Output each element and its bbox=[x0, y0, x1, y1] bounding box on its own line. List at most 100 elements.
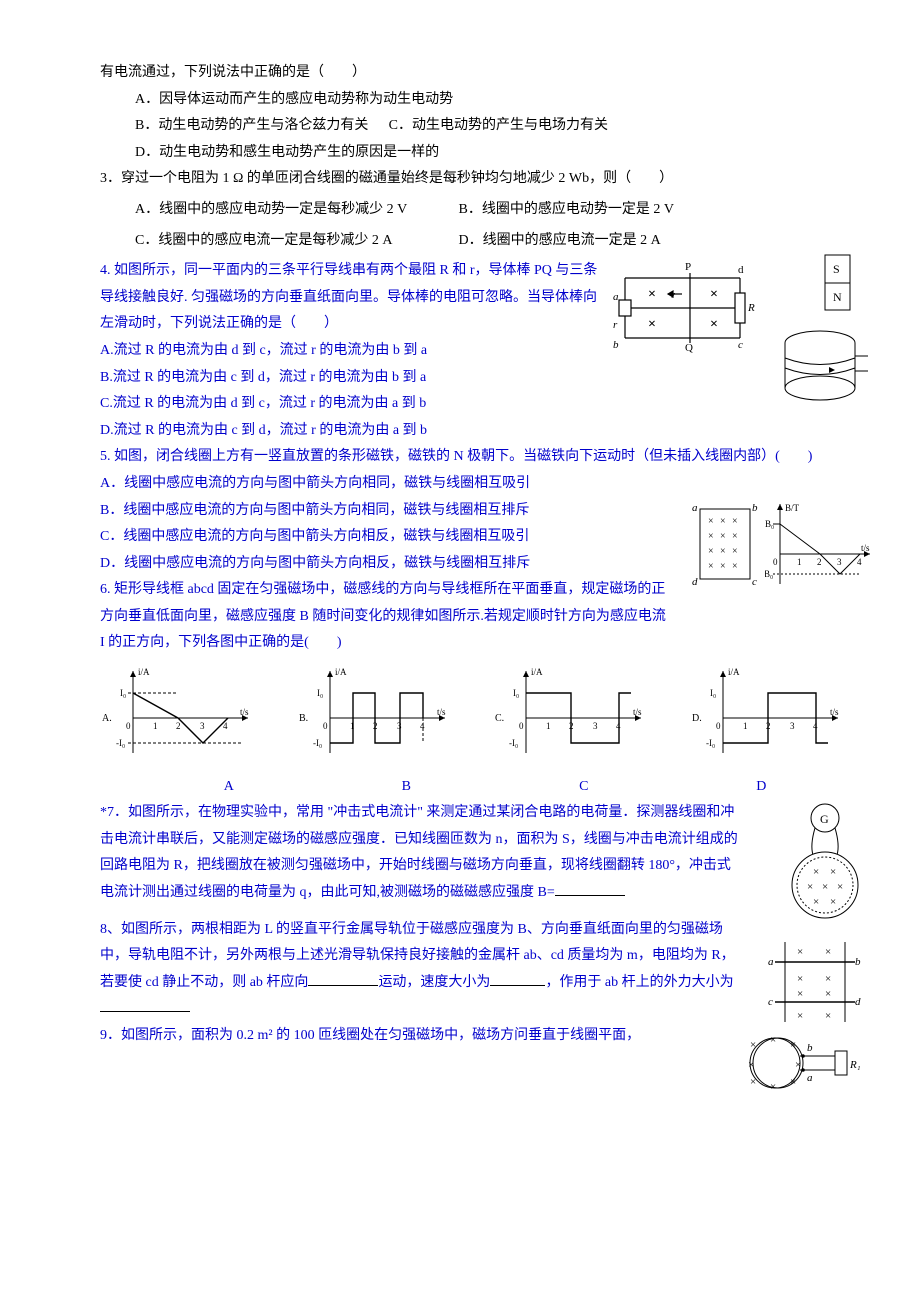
q8-blank-2[interactable] bbox=[490, 971, 545, 986]
svg-text:B₀: B₀ bbox=[765, 519, 774, 529]
q3-opt-a: A．线圈中的感应电动势一定是每秒减少 2 V bbox=[135, 197, 455, 224]
svg-text:×: × bbox=[830, 866, 836, 878]
q7-stem: *7．如图所示，在物理实验中，常用 "冲击式电流计" 来测定通过某闭合电路的电荷… bbox=[100, 800, 740, 906]
svg-text:×: × bbox=[825, 973, 831, 985]
q6-graph-b: B. i/A I₀ -I₀ 0 1 2 3 bbox=[297, 663, 457, 774]
q5-stem: 5. 如图，闭合线圈上方有一竖直放置的条形磁铁，磁铁的 N 极朝下。当磁铁向下运… bbox=[100, 444, 850, 471]
q6-stem: 6. 矩形导线框 abcd 固定在匀强磁场中，磁感线的方向与导线框所在平面垂直，… bbox=[100, 577, 670, 657]
svg-text:c: c bbox=[738, 339, 743, 351]
svg-text:×: × bbox=[708, 546, 714, 557]
q4-circuit-figure: P d a r b Q c R v ×× ×× bbox=[610, 258, 760, 353]
svg-text:0: 0 bbox=[519, 721, 524, 731]
qpre-opt-bc: B．动生电动势的产生与洛仑兹力有关 C．动生电动势的产生与电场力有关 bbox=[100, 113, 850, 140]
q3-opt-d: D．线圈中的感应电流一定是 2 A bbox=[459, 233, 661, 248]
svg-text:0: 0 bbox=[716, 721, 721, 731]
q8-blank-3[interactable] bbox=[100, 997, 190, 1012]
svg-text:c: c bbox=[768, 996, 773, 1008]
svg-text:×: × bbox=[732, 561, 738, 572]
qpre-stem: 有电流通过，下列说法中正确的是（ ） bbox=[100, 60, 850, 87]
q6-label-b: B bbox=[328, 774, 484, 801]
q6-label-a: A bbox=[151, 774, 307, 801]
svg-text:×: × bbox=[813, 896, 819, 908]
svg-text:Q: Q bbox=[685, 342, 693, 353]
svg-text:3: 3 bbox=[200, 721, 205, 731]
svg-text:×: × bbox=[748, 1059, 754, 1071]
svg-text:a: a bbox=[692, 502, 698, 514]
svg-text:C.: C. bbox=[495, 713, 504, 724]
svg-text:1: 1 bbox=[743, 721, 748, 731]
q8-stem: 8、如图所示，两根相距为 L 的竖直平行金属导轨位于磁感应强度为 B、方向垂直纸… bbox=[100, 917, 740, 1023]
svg-text:×: × bbox=[837, 881, 843, 893]
svg-text:4: 4 bbox=[857, 557, 862, 567]
svg-text:×: × bbox=[720, 561, 726, 572]
q7-blank[interactable] bbox=[555, 881, 625, 896]
svg-text:t/s: t/s bbox=[830, 707, 839, 717]
svg-text:2: 2 bbox=[373, 721, 378, 731]
q5-opt-a: A．线圈中感应电流的方向与图中箭头方向相同，磁铁与线圈相互吸引 bbox=[100, 471, 670, 498]
svg-text:N: N bbox=[833, 290, 842, 304]
svg-text:×: × bbox=[732, 546, 738, 557]
svg-text:3: 3 bbox=[397, 721, 402, 731]
q5-opt-d: D．线圈中感应电流的方向与图中箭头方向相反，磁铁与线圈相互排斥 bbox=[100, 551, 670, 578]
svg-text:b: b bbox=[613, 339, 619, 351]
svg-text:×: × bbox=[720, 516, 726, 527]
svg-text:×: × bbox=[797, 988, 803, 1000]
svg-text:-I₀: -I₀ bbox=[706, 738, 715, 748]
svg-text:b: b bbox=[752, 502, 758, 514]
svg-text:×: × bbox=[750, 1076, 756, 1088]
svg-text:×: × bbox=[708, 516, 714, 527]
svg-text:I₀: I₀ bbox=[120, 688, 126, 698]
q6-graph-a: A. i/A I₀ -I₀ 0 1 2 3 4 t/s bbox=[100, 663, 260, 774]
qpre-opt-c: C．动生电动势的产生与电场力有关 bbox=[389, 113, 608, 140]
svg-text:×: × bbox=[825, 988, 831, 1000]
q3-opt-c: C．线圈中的感应电流一定是每秒减少 2 A bbox=[135, 228, 455, 255]
svg-text:0: 0 bbox=[773, 557, 778, 567]
svg-text:×: × bbox=[732, 516, 738, 527]
svg-text:-B₀: -B₀ bbox=[765, 569, 773, 579]
q9-figure: ××× ×× ××× b a R₁ bbox=[740, 1023, 870, 1103]
svg-text:R: R bbox=[747, 302, 755, 314]
svg-text:2: 2 bbox=[817, 557, 822, 567]
q4-opt-b: B.流过 R 的电流为由 c 到 d，流过 r 的电流为由 b 到 a bbox=[100, 365, 850, 392]
svg-text:I₀: I₀ bbox=[513, 688, 519, 698]
svg-text:×: × bbox=[708, 561, 714, 572]
svg-text:3: 3 bbox=[593, 721, 598, 731]
svg-text:2: 2 bbox=[176, 721, 181, 731]
svg-text:i/A: i/A bbox=[138, 667, 150, 677]
svg-text:4: 4 bbox=[420, 721, 425, 731]
svg-text:3: 3 bbox=[790, 721, 795, 731]
svg-text:D.: D. bbox=[692, 713, 702, 724]
svg-text:R₁: R₁ bbox=[849, 1059, 861, 1071]
svg-text:×: × bbox=[797, 1010, 803, 1022]
svg-text:4: 4 bbox=[223, 721, 228, 731]
svg-text:i/A: i/A bbox=[531, 667, 543, 677]
svg-text:c: c bbox=[752, 576, 757, 588]
svg-text:×: × bbox=[750, 1039, 756, 1051]
q3-row1: A．线圈中的感应电动势一定是每秒减少 2 V B．线圈中的感应电动势一定是 2 … bbox=[100, 197, 850, 224]
svg-text:×: × bbox=[830, 896, 836, 908]
svg-text:i/A: i/A bbox=[335, 667, 347, 677]
svg-text:I₀: I₀ bbox=[317, 688, 323, 698]
svg-text:×: × bbox=[770, 1081, 776, 1093]
svg-text:t/s: t/s bbox=[633, 707, 642, 717]
svg-text:×: × bbox=[648, 317, 656, 332]
q6-graph-c: C. i/A I₀ -I₀ 0 1 2 3 4 bbox=[493, 663, 653, 774]
q4-magnet-figure: S N bbox=[780, 253, 870, 423]
svg-text:1: 1 bbox=[546, 721, 551, 731]
q8-t2: 运动，速度大小为 bbox=[378, 975, 490, 990]
q8-t3: ，作用于 ab 杆上的外力大小为 bbox=[545, 975, 733, 990]
svg-text:2: 2 bbox=[569, 721, 574, 731]
svg-text:t/s: t/s bbox=[861, 543, 870, 553]
svg-text:0: 0 bbox=[126, 721, 131, 731]
svg-text:×: × bbox=[710, 317, 718, 332]
svg-text:×: × bbox=[795, 1059, 801, 1071]
svg-text:×: × bbox=[790, 1039, 796, 1051]
svg-text:r: r bbox=[613, 319, 618, 331]
svg-text:-I₀: -I₀ bbox=[116, 738, 125, 748]
svg-text:i/A: i/A bbox=[728, 667, 740, 677]
q4-stem: 4. 如图所示，同一平面内的三条平行导线串有两个最阻 R 和 r，导体棒 PQ … bbox=[100, 258, 610, 338]
q8-blank-1[interactable] bbox=[308, 971, 378, 986]
svg-text:×: × bbox=[720, 546, 726, 557]
q5-opt-b: B．线圈中感应电流的方向与图中箭头方向相同，磁铁与线圈相互排斥 bbox=[100, 498, 670, 525]
svg-text:t/s: t/s bbox=[240, 707, 249, 717]
